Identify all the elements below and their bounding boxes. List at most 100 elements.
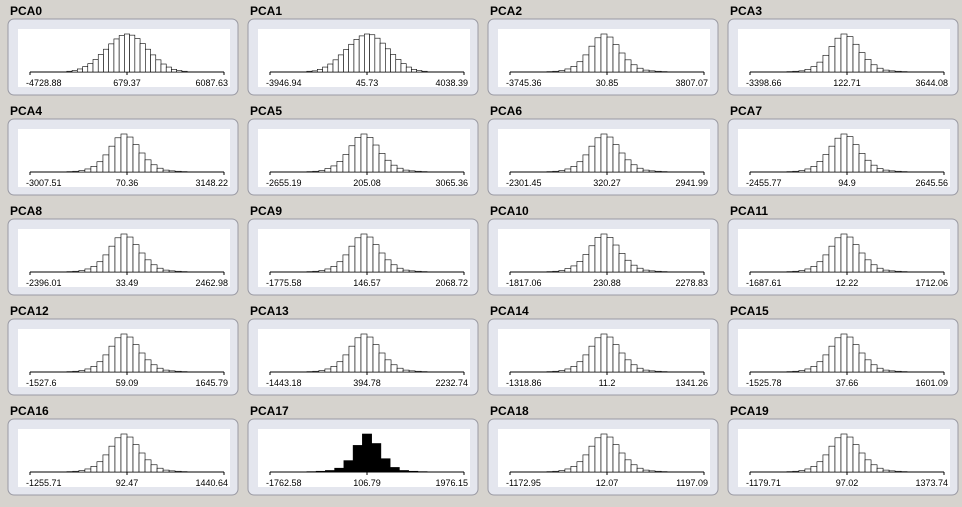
histogram-bar [408, 270, 416, 273]
histogram-bar [337, 54, 344, 73]
histogram-bar [810, 465, 818, 473]
histogram-bar [798, 70, 806, 73]
histogram-bar [317, 69, 323, 73]
histogram-bar [408, 370, 416, 373]
histogram-bar [558, 470, 566, 473]
histogram-bar [396, 367, 404, 373]
histogram-bar [102, 354, 110, 373]
histogram-bar [174, 470, 182, 473]
histogram-bar [322, 66, 329, 73]
histogram-bar [318, 270, 326, 273]
histogram-bar [400, 63, 407, 73]
histogram-bar [636, 267, 644, 273]
histogram-bar [870, 164, 878, 173]
histogram-bar [92, 59, 99, 73]
histogram-bar [834, 237, 842, 273]
histogram-bar [798, 470, 806, 473]
histogram-bar [564, 168, 572, 173]
histogram-bar [894, 370, 902, 373]
histogram-bar [330, 365, 338, 373]
histogram-bar [864, 459, 872, 473]
histogram-bar [798, 370, 806, 373]
histogram-bar [390, 364, 398, 373]
histogram-bar [156, 167, 164, 173]
axis-label: -2396.01 [26, 278, 62, 288]
axis-label: -1255.71 [26, 478, 62, 488]
histogram-bar [66, 70, 73, 73]
histogram-bar [576, 61, 584, 73]
panel-title: PCA11 [730, 204, 768, 218]
histogram-bar [642, 169, 650, 173]
histogram-bar [582, 254, 590, 273]
axis-label: 97.02 [836, 478, 859, 488]
histogram-bar [558, 370, 566, 373]
histogram-bar [120, 233, 128, 273]
histogram-bar [882, 369, 890, 373]
histogram-bar [327, 63, 334, 73]
histogram-bar [894, 70, 902, 73]
histogram-bar [78, 370, 86, 373]
histogram-bar [612, 244, 620, 273]
histogram-bar [138, 252, 146, 273]
panel-title: PCA19 [730, 404, 769, 418]
histogram-bar [126, 136, 134, 173]
histogram-bar [145, 48, 151, 73]
histogram-bar [176, 70, 183, 73]
histogram-bar [858, 153, 866, 173]
histogram-bar [888, 470, 896, 473]
histogram-bar [576, 461, 584, 473]
histogram-bar [612, 444, 620, 473]
histogram-bar [348, 245, 356, 273]
histogram-bar [618, 352, 626, 373]
histogram-bar [816, 361, 824, 373]
histogram-bar [87, 63, 94, 73]
histogram-bar [888, 170, 896, 173]
histogram-bar [126, 436, 134, 473]
axis-label: 2462.98 [195, 278, 228, 288]
axis-label: 70.36 [116, 178, 139, 188]
histogram-bar [858, 52, 866, 73]
histogram-bar [126, 336, 134, 373]
histogram-bar [894, 170, 902, 173]
histogram-bar [894, 270, 902, 273]
histogram-bar [624, 259, 632, 273]
histogram-bar [114, 337, 122, 373]
axis-label: -2655.19 [266, 178, 302, 188]
histogram-bar [90, 265, 98, 273]
axis-label: -1172.95 [506, 478, 541, 488]
histogram-bar [804, 368, 812, 373]
histogram-bar [576, 261, 584, 273]
histogram-bar [126, 236, 134, 273]
histogram-bar [876, 168, 884, 173]
histogram-bar [378, 352, 386, 373]
axis-label: 1373.74 [915, 478, 948, 488]
histogram-bar [342, 154, 350, 173]
histogram-bar [405, 66, 412, 73]
histogram-bar [636, 167, 644, 173]
histogram-bar [399, 470, 409, 473]
histogram-bar [372, 344, 380, 373]
histogram-bar [102, 254, 110, 273]
histogram-bar [834, 337, 842, 373]
axis-label: -1318.86 [506, 378, 542, 388]
histogram-bar [792, 470, 800, 473]
axis-label: 2232.74 [435, 378, 468, 388]
histogram-bar [564, 468, 572, 473]
histogram-bar [576, 161, 584, 173]
histogram-bar [129, 34, 136, 73]
histogram-bar [858, 452, 866, 473]
histogram-bar [828, 46, 836, 73]
axis-label: -3007.51 [26, 178, 62, 188]
histogram-bar [352, 445, 363, 473]
histogram-bar [342, 254, 350, 273]
axis-label: 11.2 [599, 378, 616, 388]
histogram-bar [102, 454, 110, 473]
histogram-bar [120, 133, 128, 173]
histogram-bar [882, 169, 890, 173]
histogram-bar [804, 268, 812, 273]
histogram-bar [804, 69, 812, 73]
histogram-bar [654, 470, 662, 473]
histogram-bar [624, 359, 632, 373]
histogram-bar [870, 364, 878, 373]
axis-label: -1443.18 [266, 378, 302, 388]
